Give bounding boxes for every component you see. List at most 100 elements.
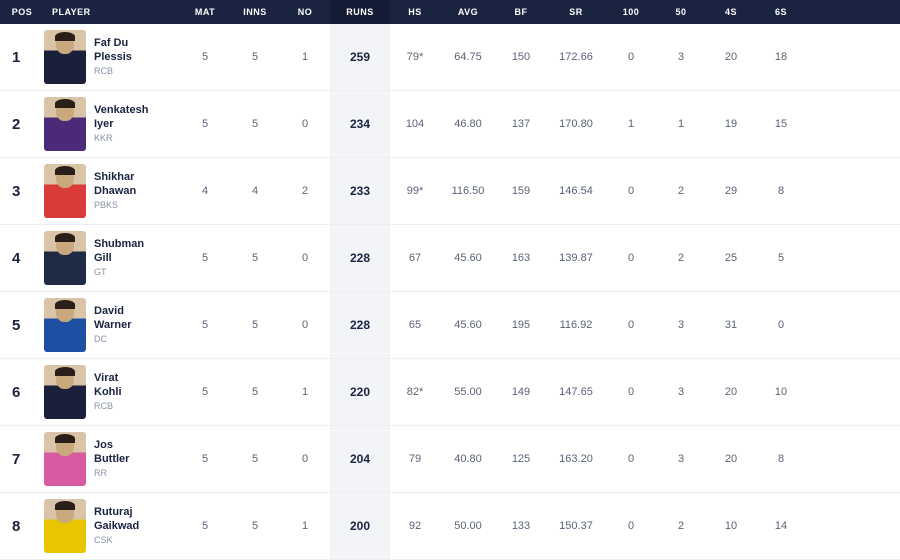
table-row[interactable]: 3ShikharDhawanPBKS44223399*116.50159146.… [0, 158, 900, 225]
player-team: RR [94, 468, 129, 479]
table-row[interactable]: 8RuturajGaikwadCSK5512009250.00133150.37… [0, 493, 900, 560]
cell-6s: 14 [756, 520, 806, 532]
player-name: Faf DuPlessis [94, 37, 132, 63]
cell-6s: 10 [756, 386, 806, 398]
cell-4s: 10 [706, 520, 756, 532]
cell-50: 1 [656, 118, 706, 130]
col-header-hs: HS [390, 7, 440, 17]
cell-4s: 20 [706, 453, 756, 465]
cell-mat: 5 [180, 118, 230, 130]
cell-hs: 99* [390, 185, 440, 197]
cell-hs: 82* [390, 386, 440, 398]
cell-no: 2 [280, 185, 330, 197]
player-meta: ViratKohliRCB [94, 372, 122, 411]
cell-pos: 2 [0, 116, 44, 133]
col-header-6s: 6S [756, 7, 806, 17]
player-meta: DavidWarnerDC [94, 305, 132, 344]
player-avatar [44, 30, 86, 84]
cell-no: 1 [280, 386, 330, 398]
player-team: KKR [94, 133, 148, 144]
player-avatar [44, 231, 86, 285]
col-header-inns: INNS [230, 7, 280, 17]
cell-sr: 172.66 [546, 51, 606, 63]
cell-no: 0 [280, 453, 330, 465]
player-avatar [44, 298, 86, 352]
cell-player: ViratKohliRCB [44, 365, 180, 419]
cell-sr: 170.80 [546, 118, 606, 130]
table-row[interactable]: 5DavidWarnerDC5502286545.60195116.920331… [0, 292, 900, 359]
cell-bf: 195 [496, 319, 546, 331]
player-avatar [44, 365, 86, 419]
player-meta: JosButtlerRR [94, 439, 129, 478]
col-header-100: 100 [606, 7, 656, 17]
cell-pos: 7 [0, 451, 44, 468]
cell-mat: 5 [180, 453, 230, 465]
cell-6s: 0 [756, 319, 806, 331]
cell-player: DavidWarnerDC [44, 298, 180, 352]
table-row[interactable]: 1Faf DuPlessisRCB55125979*64.75150172.66… [0, 24, 900, 91]
stats-table: POS PLAYER MAT INNS NO RUNS HS AVG BF SR… [0, 0, 900, 560]
cell-avg: 116.50 [440, 185, 496, 197]
cell-50: 2 [656, 520, 706, 532]
cell-6s: 18 [756, 51, 806, 63]
player-name: ViratKohli [94, 372, 122, 398]
cell-avg: 45.60 [440, 319, 496, 331]
cell-100: 0 [606, 252, 656, 264]
cell-100: 0 [606, 185, 656, 197]
cell-avg: 64.75 [440, 51, 496, 63]
cell-50: 3 [656, 386, 706, 398]
col-header-player: PLAYER [44, 7, 180, 17]
player-name: ShubmanGill [94, 238, 144, 264]
col-header-4s: 4S [706, 7, 756, 17]
player-meta: Faf DuPlessisRCB [94, 37, 132, 76]
cell-4s: 20 [706, 386, 756, 398]
cell-inns: 5 [230, 319, 280, 331]
player-avatar [44, 432, 86, 486]
cell-100: 0 [606, 520, 656, 532]
cell-no: 1 [280, 520, 330, 532]
cell-player: JosButtlerRR [44, 432, 180, 486]
table-row[interactable]: 6ViratKohliRCB55122082*55.00149147.65032… [0, 359, 900, 426]
col-header-50: 50 [656, 7, 706, 17]
cell-player: ShubmanGillGT [44, 231, 180, 285]
cell-sr: 150.37 [546, 520, 606, 532]
cell-mat: 5 [180, 252, 230, 264]
cell-player: RuturajGaikwadCSK [44, 499, 180, 553]
cell-avg: 40.80 [440, 453, 496, 465]
cell-hs: 79 [390, 453, 440, 465]
table-row[interactable]: 7JosButtlerRR5502047940.80125163.2003208 [0, 426, 900, 493]
col-header-sr: SR [546, 7, 606, 17]
cell-runs: 234 [330, 91, 390, 157]
cell-inns: 5 [230, 453, 280, 465]
cell-hs: 104 [390, 118, 440, 130]
cell-50: 2 [656, 252, 706, 264]
cell-4s: 31 [706, 319, 756, 331]
col-header-avg: AVG [440, 7, 496, 17]
cell-bf: 149 [496, 386, 546, 398]
cell-runs: 204 [330, 426, 390, 492]
cell-mat: 4 [180, 185, 230, 197]
cell-no: 0 [280, 118, 330, 130]
cell-avg: 46.80 [440, 118, 496, 130]
col-header-pos: POS [0, 7, 44, 17]
player-avatar [44, 97, 86, 151]
cell-hs: 67 [390, 252, 440, 264]
cell-bf: 125 [496, 453, 546, 465]
player-avatar [44, 499, 86, 553]
cell-4s: 20 [706, 51, 756, 63]
player-name: ShikharDhawan [94, 171, 136, 197]
cell-bf: 133 [496, 520, 546, 532]
cell-50: 3 [656, 453, 706, 465]
col-header-runs: RUNS [330, 0, 390, 24]
cell-sr: 139.87 [546, 252, 606, 264]
table-row[interactable]: 4ShubmanGillGT5502286745.60163139.870225… [0, 225, 900, 292]
cell-avg: 45.60 [440, 252, 496, 264]
player-name: VenkateshIyer [94, 104, 148, 130]
cell-6s: 5 [756, 252, 806, 264]
table-row[interactable]: 2VenkateshIyerKKR55023410446.80137170.80… [0, 91, 900, 158]
cell-pos: 6 [0, 384, 44, 401]
cell-no: 0 [280, 319, 330, 331]
cell-pos: 8 [0, 518, 44, 535]
cell-bf: 159 [496, 185, 546, 197]
cell-100: 1 [606, 118, 656, 130]
